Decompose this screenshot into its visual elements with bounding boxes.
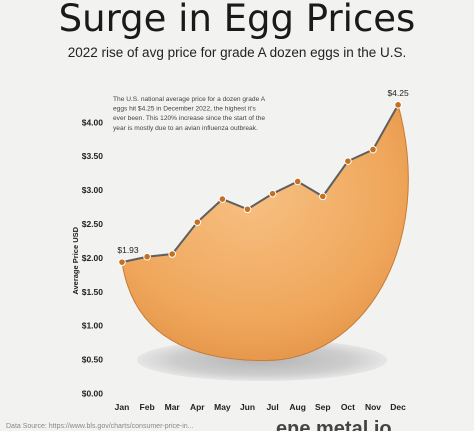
y-tick-label: $3.00 (82, 185, 104, 195)
x-tick-label: May (214, 402, 231, 412)
data-label: $4.25 (387, 88, 409, 98)
x-tick-label: Sep (315, 402, 331, 412)
y-tick-label: $0.50 (82, 355, 104, 365)
x-tick-label: Oct (341, 402, 355, 412)
x-tick-label: Apr (190, 402, 205, 412)
source-text: Data Source: https://www.bls.gov/charts/… (6, 423, 194, 430)
y-tick-label: $4.00 (82, 117, 104, 127)
chart-subtitle: 2022 rise of avg price for grade A dozen… (68, 45, 406, 60)
data-point (193, 218, 202, 226)
y-tick-label: $2.50 (82, 219, 104, 229)
data-label: $1.93 (117, 245, 139, 255)
plot-area: $0.00 $0.50 $1.00 $1.50 $2.00 $2.50 $3.00 $3.50… (71, 88, 409, 412)
annotation-text: The U.S. national average price for a do… (113, 96, 266, 132)
data-point (218, 195, 227, 203)
brand-logo: ene metal io (276, 418, 392, 431)
annotation-line: The U.S. national average price for a do… (113, 96, 266, 103)
y-axis-title: Average Price USD (71, 226, 80, 294)
data-point (344, 157, 352, 165)
data-point (168, 250, 176, 258)
data-point (118, 258, 126, 266)
data-point (268, 189, 277, 198)
egg-area (121, 103, 409, 361)
y-tick-label: $3.50 (82, 151, 104, 161)
data-point (319, 192, 327, 201)
x-tick-label: Feb (140, 402, 155, 412)
y-tick-label: $1.50 (82, 287, 104, 297)
price-line (121, 104, 399, 264)
x-tick-label: Jan (115, 402, 130, 412)
annotation-line: ever been. This 120% increase since the … (113, 115, 265, 122)
x-tick-label: Mar (165, 402, 181, 412)
annotation-line: year is mostly due to an avian influenza… (113, 125, 258, 132)
x-tick-label: Dec (390, 402, 406, 412)
x-tick-label: Nov (365, 402, 381, 412)
data-point (243, 205, 252, 214)
annotation-line: eggs hit $4.25 in December 2022, the hig… (113, 106, 256, 113)
y-tick-label: $0.00 (82, 389, 104, 399)
data-point (143, 252, 151, 261)
y-tick-label: $1.00 (82, 321, 104, 331)
chart-title: Surge in Egg Prices (59, 0, 416, 40)
data-point (394, 101, 402, 109)
data-point (293, 177, 302, 186)
data-point (369, 145, 377, 154)
x-tick-label: Jul (266, 402, 278, 412)
y-tick-label: $2.00 (82, 253, 104, 263)
x-tick-label: Jun (240, 402, 255, 412)
x-tick-label: Aug (289, 402, 306, 412)
